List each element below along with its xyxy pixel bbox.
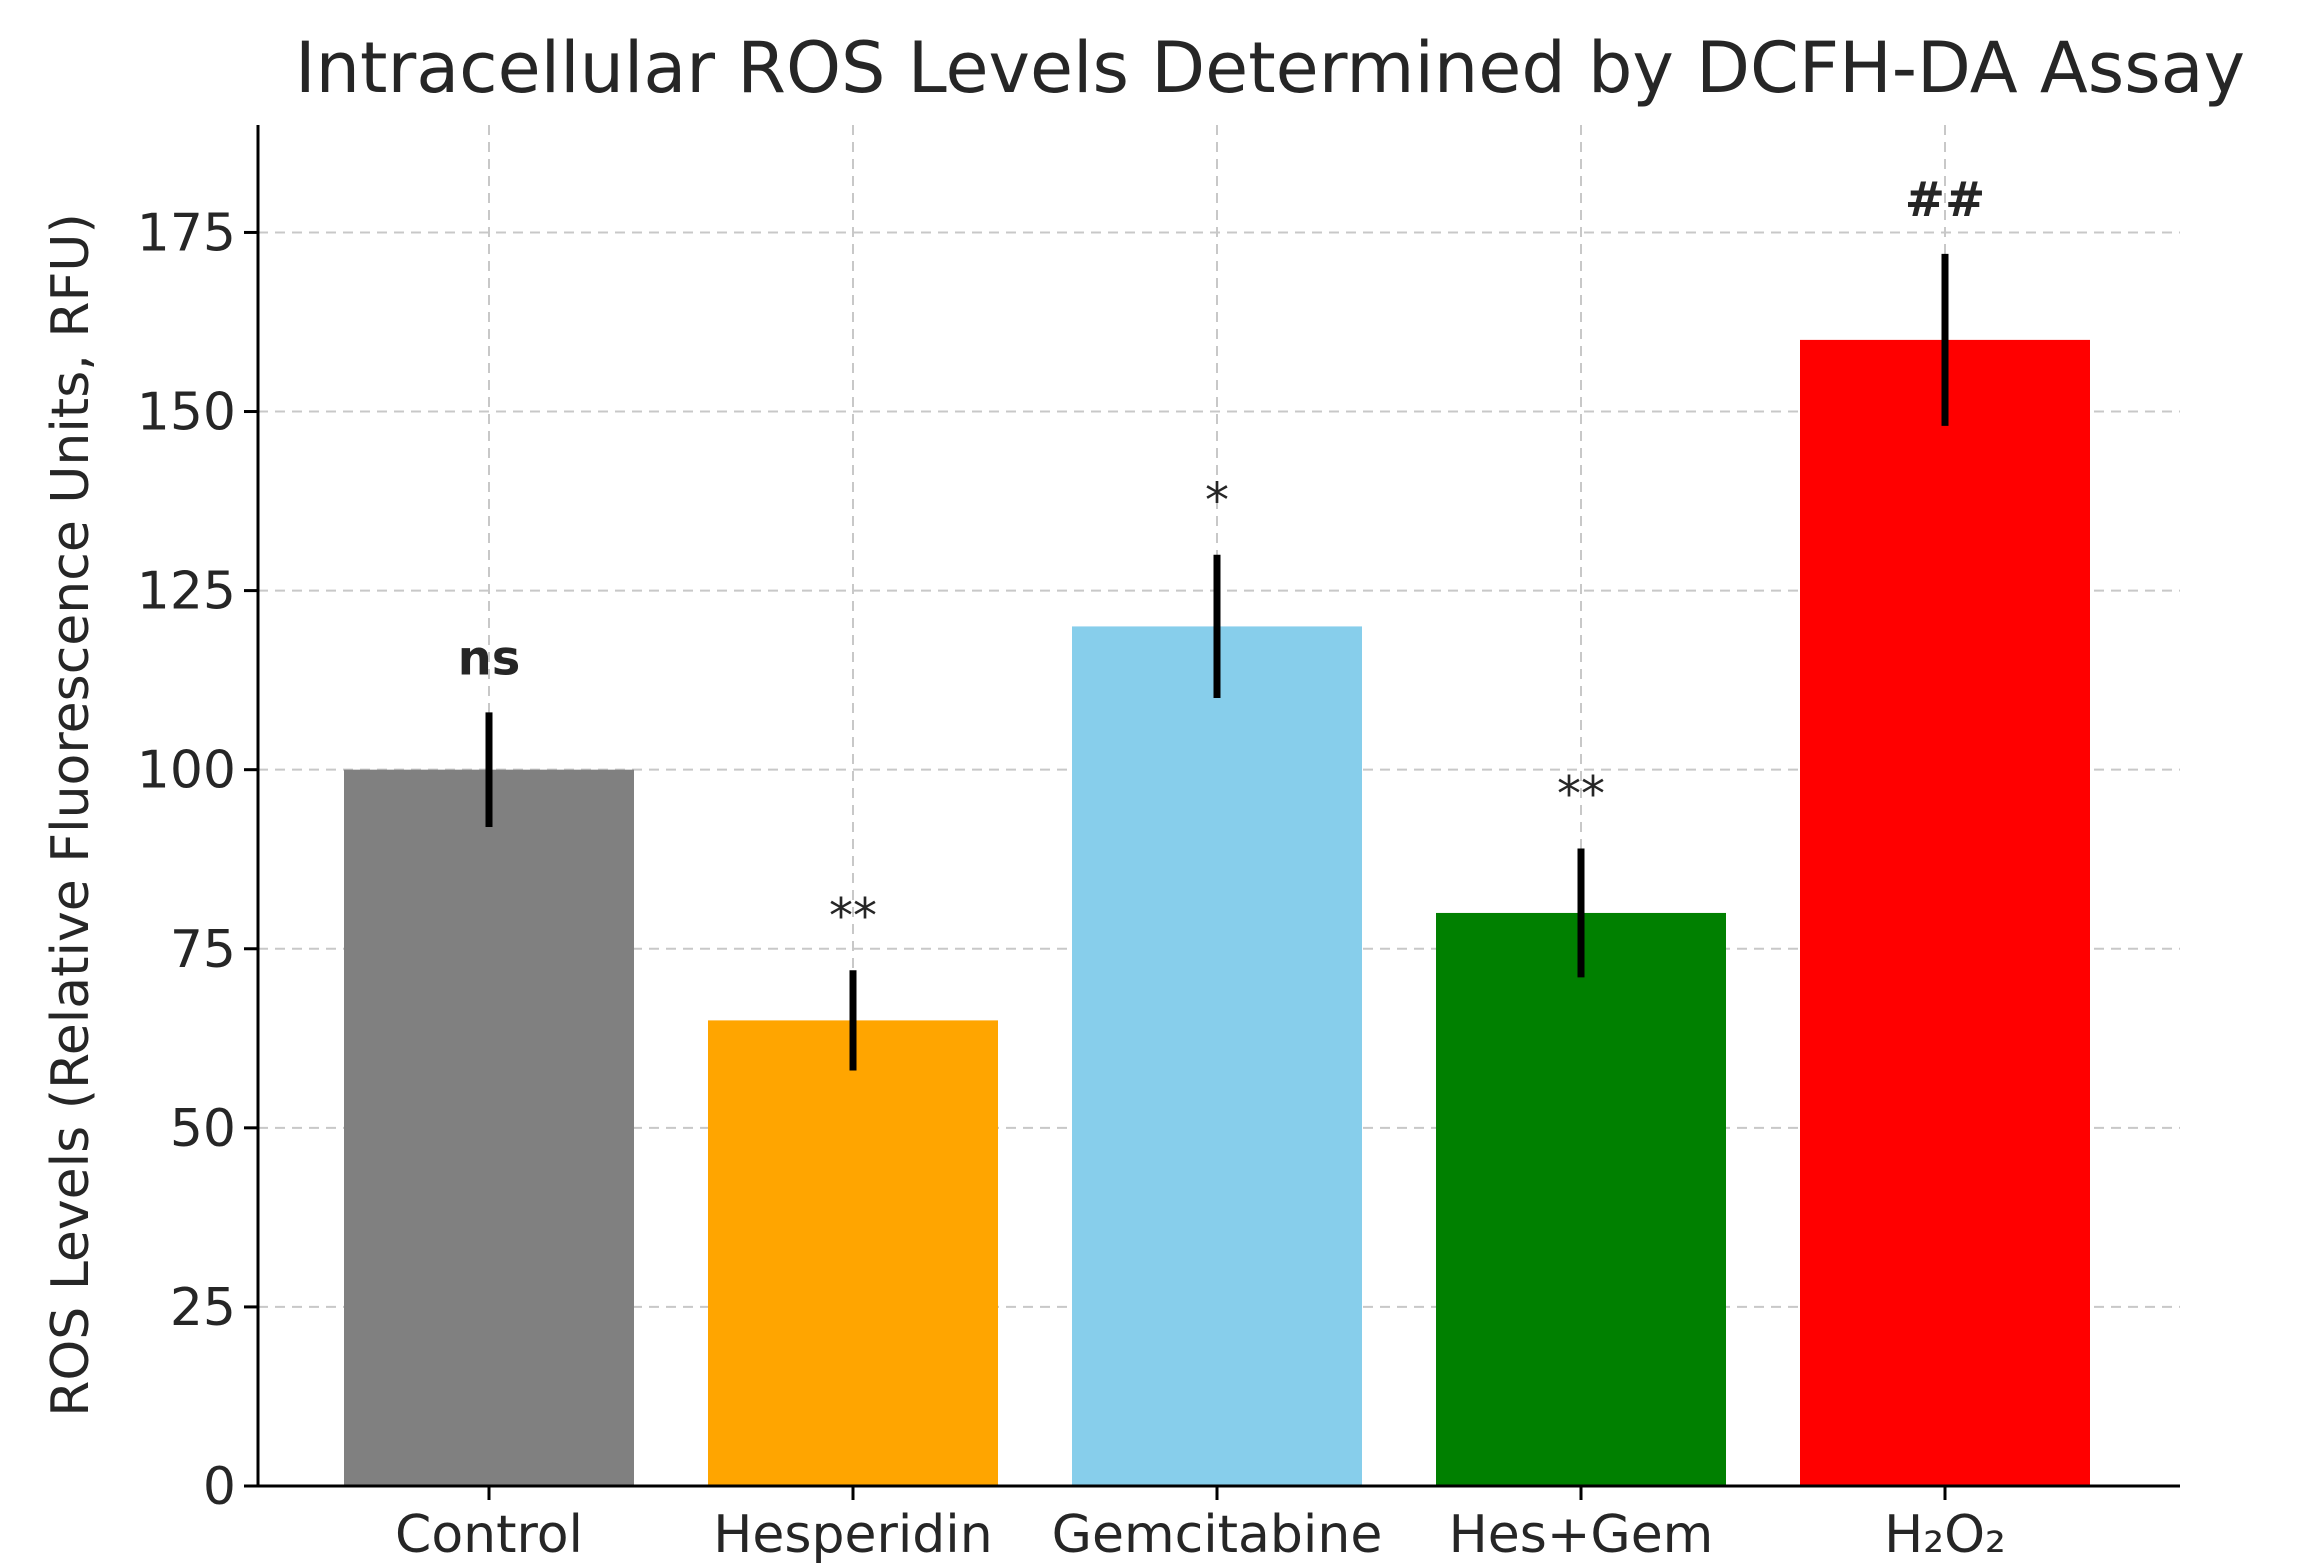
significance-label: ** xyxy=(829,888,877,944)
bar-1 xyxy=(344,769,634,1486)
significance-label: ## xyxy=(1905,172,1985,228)
y-tick-label: 50 xyxy=(170,1099,236,1159)
x-tick-label: H₂O₂ xyxy=(1884,1505,2006,1565)
bar-3 xyxy=(1072,626,1362,1486)
bar-5 xyxy=(1800,339,2090,1486)
x-tick-label: Gemcitabine xyxy=(1052,1505,1383,1565)
significance-label: * xyxy=(1205,473,1229,529)
y-tick-label: 75 xyxy=(170,920,236,980)
x-tick-label: Control xyxy=(395,1505,583,1565)
y-tick-label: 125 xyxy=(137,562,236,622)
ticks-layer: 0 25 50 75 100 125 150 175 Control Hesperidin Gemc… xyxy=(137,203,2006,1565)
bar-4 xyxy=(1436,912,1726,1486)
significance-label: ns xyxy=(458,630,521,686)
y-tick-label: 100 xyxy=(137,741,236,801)
chart-title: Intracellular ROS Levels Determined by D… xyxy=(295,27,2245,109)
bar-2 xyxy=(708,1020,998,1486)
axes-layer xyxy=(256,125,2180,1488)
significance-label: ** xyxy=(1557,766,1605,822)
x-tick-label: Hes+Gem xyxy=(1449,1505,1714,1565)
y-tick-label: 0 xyxy=(203,1457,236,1517)
x-tick-label: Hesperidin xyxy=(713,1505,992,1565)
bars-layer: ns*****## xyxy=(344,172,2090,1486)
y-tick-label: 175 xyxy=(137,203,236,263)
y-tick-label: 150 xyxy=(137,383,236,443)
y-tick-label: 25 xyxy=(170,1278,236,1338)
y-axis-label: ROS Levels (Relative Fluorescence Units,… xyxy=(41,213,101,1417)
